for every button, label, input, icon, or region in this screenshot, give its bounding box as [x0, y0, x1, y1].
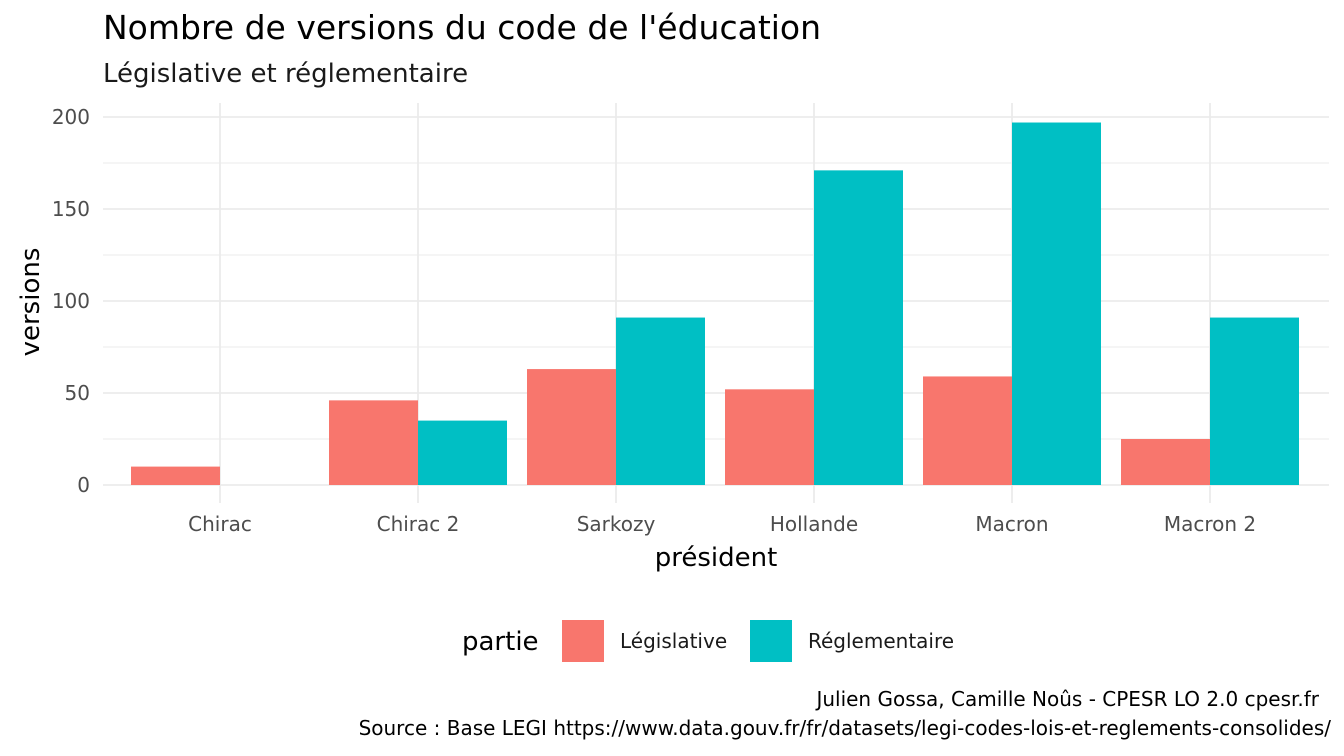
x-tick-label: Hollande: [770, 512, 858, 536]
legend-label-legislative: Législative: [620, 629, 727, 653]
bar-reglementaire-1: [418, 420, 507, 485]
y-tick-label: 0: [77, 473, 90, 497]
x-axis-title: président: [655, 543, 778, 573]
x-tick-label: Macron: [975, 512, 1048, 536]
bar-reglementaire-2: [616, 317, 705, 485]
legend: partie Législative Réglementaire: [462, 620, 954, 662]
x-tick-label: Sarkozy: [577, 512, 656, 536]
bar-legislative-0: [131, 466, 220, 485]
bars: [131, 122, 1299, 486]
y-axis-ticks: 0 50 100 150 200: [52, 105, 90, 497]
bar-legislative-3: [725, 389, 814, 485]
chart-title: Nombre de versions du code de l'éducatio…: [103, 8, 821, 47]
x-tick-label: Chirac: [188, 512, 252, 536]
bar-reglementaire-4: [1012, 122, 1101, 486]
legend-label-reglementaire: Réglementaire: [808, 629, 954, 653]
legend-title: partie: [462, 627, 539, 657]
bar-reglementaire-5: [1210, 317, 1299, 485]
y-tick-label: 50: [65, 381, 90, 405]
x-axis-ticks: Chirac Chirac 2 Sarkozy Hollande Macron Macro…: [188, 512, 1256, 536]
y-tick-label: 100: [52, 289, 90, 313]
chart-subtitle: Législative et réglementaire: [103, 59, 468, 89]
y-axis-title: versions: [16, 248, 46, 357]
y-tick-label: 200: [52, 105, 90, 129]
y-tick-label: 150: [52, 197, 90, 221]
caption-source: Source : Base LEGI https://www.data.gouv…: [359, 716, 1332, 740]
bar-reglementaire-3: [814, 170, 903, 486]
x-tick-label: Macron 2: [1164, 512, 1256, 536]
bar-legislative-1: [329, 400, 418, 485]
bar-legislative-4: [923, 376, 1012, 485]
legend-key-legislative: [562, 620, 604, 662]
bar-legislative-5: [1121, 439, 1210, 485]
x-tick-label: Chirac 2: [377, 512, 460, 536]
legend-key-reglementaire: [750, 620, 792, 662]
bar-legislative-2: [527, 369, 616, 485]
caption-credits: Julien Gossa, Camille Noûs - CPESR LO 2.…: [814, 687, 1319, 711]
